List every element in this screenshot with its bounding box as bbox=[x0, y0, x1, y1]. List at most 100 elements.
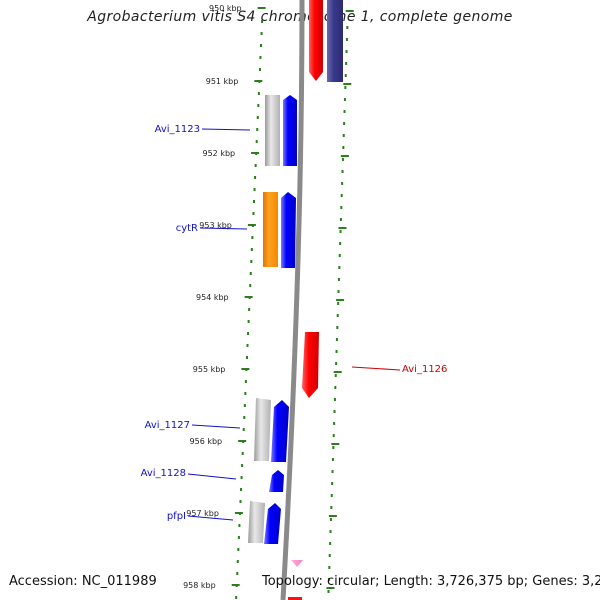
tick-mark bbox=[254, 80, 263, 82]
guide-dot bbox=[328, 554, 331, 557]
feature-blue-cytr bbox=[281, 192, 296, 268]
guide-dot bbox=[247, 332, 250, 335]
tick-mark-outer bbox=[336, 299, 345, 301]
guide-dot bbox=[345, 50, 348, 53]
gene-leader-line bbox=[191, 424, 241, 429]
tick-mark bbox=[244, 296, 253, 298]
guide-dot bbox=[240, 488, 243, 491]
guide-dot bbox=[331, 482, 334, 485]
tick-mark bbox=[241, 368, 250, 370]
gene-leader-line bbox=[187, 515, 234, 521]
guide-dot bbox=[237, 536, 240, 539]
gene-label[interactable]: pfpI bbox=[167, 511, 186, 522]
guide-dot bbox=[333, 398, 336, 401]
tick-label: 955 kbp bbox=[193, 365, 226, 374]
gene-label[interactable]: Avi_1128 bbox=[141, 468, 186, 479]
guide-dot bbox=[255, 140, 258, 143]
guide-dot bbox=[332, 446, 335, 449]
gene-label[interactable]: Avi_1126 bbox=[402, 364, 447, 375]
feature-red-bottom bbox=[288, 597, 302, 600]
guide-dot bbox=[241, 464, 244, 467]
accession-text: Accession: NC_011989 bbox=[9, 574, 157, 589]
chromosome-backbone bbox=[280, 0, 305, 600]
gene-leader-line bbox=[187, 473, 237, 480]
guide-dot bbox=[343, 122, 346, 125]
feature-navy-top bbox=[327, 0, 343, 82]
tick-label: 957 kbp bbox=[186, 509, 219, 518]
outer-dotted-guide bbox=[327, 26, 349, 593]
guide-dot bbox=[331, 470, 334, 473]
gene-leader-line bbox=[201, 128, 251, 131]
guide-dot bbox=[345, 62, 348, 65]
guide-dot bbox=[332, 434, 335, 437]
guide-dot bbox=[253, 200, 255, 203]
tick-mark bbox=[234, 512, 243, 514]
tick-label: 956 kbp bbox=[190, 437, 223, 446]
guide-dot bbox=[337, 290, 340, 293]
feature-blue-avi1127 bbox=[271, 400, 289, 462]
guide-dot bbox=[250, 248, 253, 251]
tick-mark-outer bbox=[331, 443, 340, 445]
guide-dot bbox=[339, 218, 342, 221]
feature-blue-avi1123 bbox=[283, 95, 297, 166]
feature-red-avi1126 bbox=[302, 332, 319, 398]
guide-dot bbox=[258, 68, 261, 71]
guide-dot bbox=[338, 266, 341, 269]
gene-label[interactable]: Avi_1123 bbox=[155, 124, 200, 135]
guide-dot bbox=[243, 404, 246, 407]
guide-dot bbox=[247, 320, 250, 323]
feature-orange-cytr bbox=[263, 192, 278, 267]
gene-label[interactable]: cytR bbox=[176, 223, 198, 234]
guide-dot bbox=[254, 164, 257, 167]
guide-dot bbox=[338, 254, 341, 257]
tick-mark-outer bbox=[328, 515, 337, 517]
guide-dot bbox=[329, 530, 332, 533]
feature-gray-pfpi bbox=[248, 501, 265, 543]
guide-dot bbox=[334, 386, 337, 389]
gene-label[interactable]: Avi_1127 bbox=[145, 420, 190, 431]
guide-dot bbox=[340, 194, 343, 197]
guide-dot bbox=[261, 20, 264, 23]
tick-mark bbox=[238, 440, 247, 442]
guide-dot bbox=[246, 344, 249, 347]
guide-dot bbox=[339, 230, 342, 233]
guide-dot bbox=[343, 98, 346, 101]
guide-dot bbox=[260, 32, 263, 35]
guide-dot bbox=[333, 422, 336, 425]
guide-dot bbox=[343, 110, 346, 113]
guide-dot bbox=[243, 416, 246, 419]
guide-dot bbox=[346, 26, 349, 29]
guide-dot bbox=[236, 560, 239, 563]
tick-label: 950 kbp bbox=[209, 4, 242, 13]
guide-dot bbox=[341, 170, 344, 173]
guide-dot bbox=[327, 578, 330, 581]
guide-dot bbox=[327, 590, 330, 593]
guide-dot bbox=[330, 506, 333, 509]
guide-dot bbox=[341, 182, 344, 185]
guide-dot bbox=[335, 338, 338, 341]
gene-labels: Avi_1123 cytR Avi_1126 Avi_1127 Avi_1128 pfpI bbox=[141, 124, 448, 522]
guide-dot bbox=[257, 92, 260, 95]
guide-dot bbox=[236, 572, 239, 575]
guide-dot bbox=[238, 524, 241, 527]
gene-leader-line bbox=[199, 227, 248, 230]
guide-dot bbox=[253, 188, 256, 191]
guide-dot bbox=[333, 410, 336, 413]
guide-dot bbox=[331, 458, 334, 461]
guide-dot bbox=[344, 86, 347, 89]
guide-dot bbox=[244, 392, 247, 395]
guide-dot bbox=[250, 260, 253, 263]
feature-blue-avi1128 bbox=[269, 470, 284, 492]
guide-dot bbox=[337, 302, 340, 305]
guide-dot bbox=[257, 104, 260, 107]
guide-dot bbox=[259, 56, 262, 59]
feature-gray-avi1123 bbox=[265, 95, 280, 166]
tick-mark bbox=[247, 224, 256, 226]
guide-dot bbox=[249, 284, 252, 287]
guide-dot bbox=[328, 566, 331, 569]
guide-dot bbox=[342, 134, 345, 137]
guide-dot bbox=[329, 542, 332, 545]
tick-mark bbox=[257, 7, 266, 9]
tick-label: 958 kbp bbox=[183, 581, 216, 590]
